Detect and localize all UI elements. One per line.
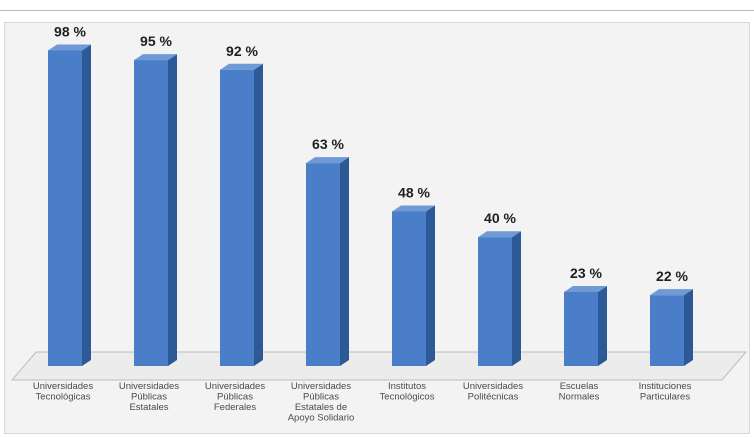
bar-top bbox=[48, 44, 91, 51]
bar-front bbox=[306, 163, 340, 366]
category-label: Universidades Politécnicas bbox=[463, 381, 523, 403]
bar-front bbox=[564, 291, 598, 366]
bar-2 bbox=[134, 54, 177, 366]
bar-top bbox=[134, 54, 177, 61]
bar-8 bbox=[650, 289, 693, 366]
bar-4 bbox=[306, 157, 349, 366]
bar-side bbox=[168, 54, 177, 366]
value-label: 23 % bbox=[570, 265, 602, 281]
bar-front bbox=[478, 237, 512, 366]
bar-6 bbox=[478, 231, 521, 366]
bar-top bbox=[564, 285, 607, 292]
value-label: 48 % bbox=[398, 184, 430, 200]
bar-front bbox=[220, 69, 254, 366]
bar-side bbox=[82, 44, 91, 366]
bar-top bbox=[478, 231, 521, 238]
value-label: 63 % bbox=[312, 136, 344, 152]
value-label: 95 % bbox=[140, 33, 172, 49]
bar-front bbox=[134, 60, 168, 366]
category-label: Universidades Públicas Federales bbox=[205, 381, 265, 413]
value-label: 40 % bbox=[484, 210, 516, 226]
bar-front bbox=[48, 50, 82, 366]
bar-top bbox=[220, 63, 263, 70]
category-label: Escuelas Normales bbox=[559, 381, 600, 403]
category-label: Universidades Tecnológicas bbox=[33, 381, 93, 403]
value-label: 98 % bbox=[54, 23, 86, 39]
bar-top bbox=[392, 205, 435, 212]
bar-side bbox=[254, 63, 263, 366]
bar-1 bbox=[48, 44, 91, 366]
bar-side bbox=[512, 231, 521, 366]
bar-side bbox=[598, 285, 607, 366]
bar-side bbox=[340, 157, 349, 366]
category-label: Instituciones Particulares bbox=[639, 381, 692, 403]
value-label: 92 % bbox=[226, 43, 258, 59]
bar-top bbox=[650, 289, 693, 296]
bar-7 bbox=[564, 285, 607, 366]
bar-side bbox=[426, 205, 435, 366]
bar-front bbox=[392, 211, 426, 366]
bar-5 bbox=[392, 205, 435, 366]
value-label: 22 % bbox=[656, 268, 688, 284]
bar-3 bbox=[220, 63, 263, 366]
bar-front bbox=[650, 295, 684, 366]
chart-floor bbox=[10, 351, 748, 381]
category-label: Universidades Públicas Estatales bbox=[119, 381, 179, 413]
category-label: Universidades Públicas Estatales de Apoyo S… bbox=[288, 381, 355, 424]
category-label: Institutos Tecnológicos bbox=[380, 381, 435, 403]
bar-side bbox=[684, 289, 693, 366]
top-divider bbox=[0, 10, 754, 11]
bar-top bbox=[306, 157, 349, 164]
